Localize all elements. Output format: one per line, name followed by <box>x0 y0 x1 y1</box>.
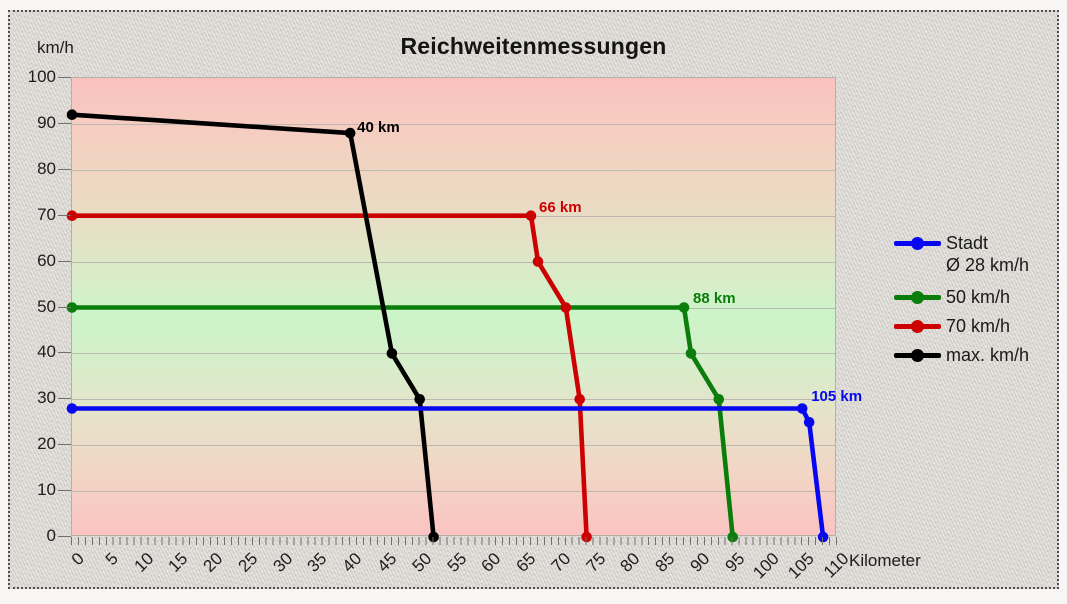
gridline-y-60 <box>72 261 835 263</box>
y-axis-unit-label: km/h <box>37 38 74 57</box>
series-layer <box>66 109 829 543</box>
series-marker-max. km/h-40km <box>344 127 356 139</box>
gridline-y-30 <box>72 399 835 401</box>
series-marker-70 km/h-66km <box>525 210 537 221</box>
series-marker-70 km/h-0km <box>66 210 78 221</box>
y-tick-10 <box>58 490 71 492</box>
chart-title: Reichweitenmessungen <box>400 33 667 59</box>
legend-item-label: max. km/h <box>946 344 1029 366</box>
legend-marker-dot <box>911 291 924 304</box>
y-tick-label-30: 30 <box>37 388 56 408</box>
legend-item-label-line1: 70 km/h <box>946 316 1011 336</box>
legend-item-label: Stadt Ø 28 km/h <box>946 232 1029 276</box>
gridline-y-90 <box>72 123 835 125</box>
series-line-50 km/h <box>69 305 736 540</box>
legend-marker-3 <box>894 315 941 337</box>
legend-item-label-line2: Ø 28 km/h <box>946 255 1030 275</box>
annotation-label-40-km: 40 km <box>357 119 400 137</box>
legend-marker-dot <box>911 349 924 362</box>
series-marker-Stadt Ø 28 km/h-0km <box>66 403 78 414</box>
series-marker-70 km/h-73km <box>574 394 585 405</box>
y-tick-60 <box>58 260 71 262</box>
legend-item-label-line1: Stadt <box>946 233 989 253</box>
y-tick-label-80: 80 <box>37 158 56 178</box>
y-tick-label-20: 20 <box>37 434 56 454</box>
legend-item-label-line1: 50 km/h <box>946 287 1011 307</box>
x-axis-title: Kilometer <box>849 551 921 570</box>
legend-marker-4 <box>894 344 941 366</box>
series-marker-max. km/h-46km <box>386 348 398 359</box>
legend-item-label-line1: max. km/h <box>946 345 1030 365</box>
y-tick-label-60: 60 <box>37 250 56 270</box>
gridline-y-20 <box>72 445 835 447</box>
legend-marker-dot <box>911 237 924 250</box>
gridline-y-40 <box>72 353 835 355</box>
series-line-Stadt Ø 28 km/h <box>69 406 826 540</box>
series-line-max. km/h <box>69 112 436 540</box>
series-marker-Stadt Ø 28 km/h-106km <box>803 417 815 428</box>
gridline-y-10 <box>72 491 835 493</box>
legend-marker-1 <box>894 232 941 254</box>
y-tick-90 <box>58 122 71 124</box>
series-marker-70 km/h-71km <box>560 302 572 313</box>
legend-marker-2 <box>894 286 941 308</box>
y-tick-label-50: 50 <box>37 296 56 316</box>
legend-item-label: 50 km/h <box>946 286 1010 308</box>
annotation-label-105-km: 105 km <box>811 388 863 406</box>
series-marker-max. km/h-50km <box>414 394 426 405</box>
y-tick-label-70: 70 <box>37 204 56 224</box>
series-marker-50 km/h-0km <box>66 302 78 313</box>
y-tick-70 <box>58 214 71 216</box>
x-axis-tick-strip <box>71 537 838 545</box>
y-tick-label-0: 0 <box>46 526 56 545</box>
y-tick-label-10: 10 <box>37 480 56 500</box>
series-line-70 km/h <box>69 213 589 540</box>
y-tick-50 <box>58 306 71 308</box>
legend-item-label: 70 km/h <box>946 315 1010 337</box>
series-marker-Stadt Ø 28 km/h-105km <box>796 403 808 414</box>
series-marker-70 km/h-67km <box>532 256 544 267</box>
plot-area: 40 km 66 km 88 km 105 km <box>66 77 862 543</box>
gridline-y-80 <box>72 169 835 171</box>
y-tick-label-90: 90 <box>37 112 56 132</box>
annotation-label-66-km: 66 km <box>539 198 582 216</box>
series-marker-50 km/h-88km <box>678 302 690 313</box>
series-marker-50 km/h-89km <box>685 348 697 359</box>
y-tick-label-40: 40 <box>37 342 56 362</box>
y-tick-80 <box>58 168 71 170</box>
y-tick-30 <box>58 398 71 400</box>
series-marker-max. km/h-0km <box>66 109 78 120</box>
y-tick-label-100: 100 <box>27 67 56 86</box>
y-tick-20 <box>58 444 71 446</box>
y-tick-40 <box>58 352 71 354</box>
y-tick-100 <box>58 77 71 78</box>
legend-marker-dot <box>911 320 924 333</box>
series-marker-50 km/h-93km <box>713 394 725 405</box>
y-tick-0 <box>58 536 71 537</box>
annotation-label-88-km: 88 km <box>693 289 736 307</box>
